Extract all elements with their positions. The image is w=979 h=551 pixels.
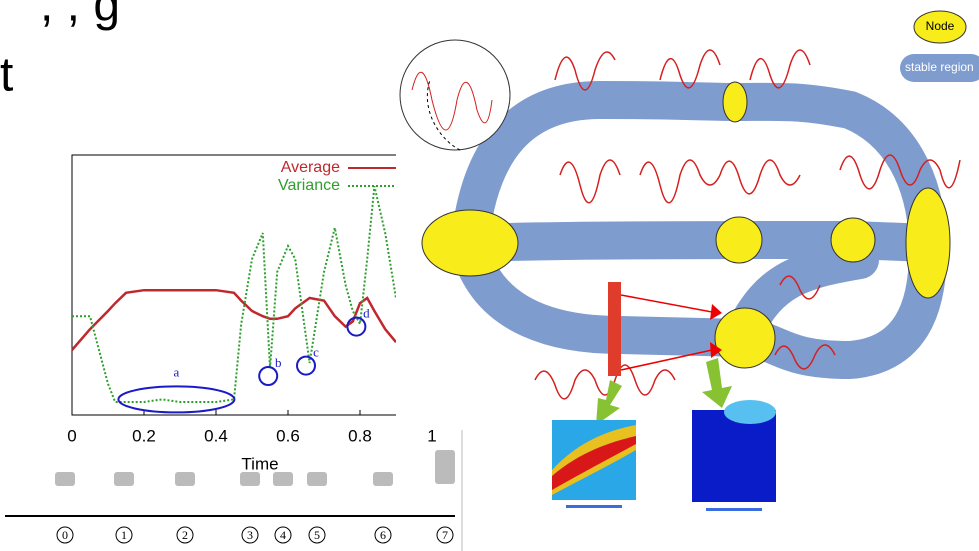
line-chart: 0 0.2 0.4 0.6 0.8 1 Time a b c d (67, 155, 436, 473)
pose-figure (435, 450, 455, 484)
threshold-bar (608, 282, 621, 376)
x-axis-label: Time (241, 454, 278, 473)
pose-number: 6 (380, 528, 386, 542)
annotation-ellipse (118, 386, 234, 412)
heatmap (692, 410, 776, 502)
node (906, 188, 950, 298)
node (716, 217, 762, 263)
legend-region-label: stable region (905, 60, 974, 74)
pose-number: 5 (314, 528, 320, 542)
pose-figure (55, 472, 75, 486)
pose-figure (114, 472, 134, 486)
annotation-label: a (174, 364, 180, 379)
heatmap-spot (724, 400, 776, 424)
legend-label: Variance (278, 177, 340, 194)
series-line (72, 290, 396, 350)
pose-figure (240, 472, 260, 486)
x-tick-label: 0.8 (348, 426, 372, 445)
pose-number: 4 (280, 528, 286, 542)
legend-node-label: Node (926, 19, 955, 33)
node (715, 308, 775, 368)
x-tick-label: 0.4 (204, 426, 228, 445)
annotation-label: c (313, 345, 319, 360)
node (422, 210, 518, 276)
x-tick-label: 0.2 (132, 426, 156, 445)
slide: , , g t 0 0.2 0.4 0.6 0.8 1 Time a b c d (0, 0, 979, 551)
pose-number: 3 (247, 528, 253, 542)
header-letter: t (0, 49, 13, 102)
x-tick-label: 0.6 (276, 426, 300, 445)
pose-figure (273, 472, 293, 486)
colorbar (706, 508, 762, 511)
pose-number: 1 (121, 528, 127, 542)
x-tick-label: 0 (67, 426, 76, 445)
pose-number: 7 (442, 528, 448, 542)
pose-figure (373, 472, 393, 486)
node (723, 82, 747, 122)
pose-number: 2 (182, 528, 188, 542)
plot-frame (72, 155, 432, 415)
pose-figure (307, 472, 327, 486)
legend-label: Average (281, 159, 340, 176)
node (831, 218, 875, 262)
annotation-label: b (275, 355, 282, 370)
colorbar (566, 505, 622, 508)
inset (400, 40, 510, 150)
diagram: Node stable region (396, 0, 979, 511)
pose-figure (175, 472, 195, 486)
annotation-label: d (363, 306, 370, 321)
header-fragment: , , g (40, 0, 120, 32)
pose-number: 0 (62, 528, 68, 542)
x-tick-label: 1 (427, 426, 436, 445)
